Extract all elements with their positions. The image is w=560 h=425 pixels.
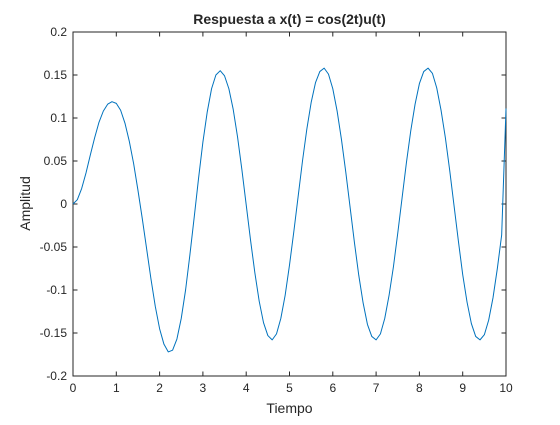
y-tick-label: 0.2 [50, 25, 67, 39]
y-tick-label: -0.2 [46, 369, 67, 383]
x-tick-label: 1 [113, 381, 120, 395]
y-tick-label: -0.15 [40, 326, 68, 340]
x-tick-label: 5 [286, 381, 293, 395]
x-tick-label: 8 [416, 381, 423, 395]
x-axis-label: Tiempo [266, 400, 312, 416]
y-tick-label: -0.1 [46, 283, 67, 297]
x-tick-label: 0 [70, 381, 77, 395]
x-tick-label: 4 [243, 381, 250, 395]
y-axis-label: Amplitud [17, 176, 33, 230]
y-tick-label: 0.1 [50, 111, 67, 125]
x-tick-label: 3 [200, 381, 207, 395]
x-tick-label: 6 [329, 381, 336, 395]
y-tick-label: 0.15 [44, 68, 68, 82]
series-group [72, 67, 507, 353]
y-tick-label: -0.05 [40, 240, 68, 254]
x-tick-label: 10 [499, 381, 513, 395]
x-tick-label: 2 [156, 381, 163, 395]
y-tick-label: 0 [60, 197, 67, 211]
ticks: 0 1 2 3 4 5 6 7 8 9 10 -0.2 -0.15 -0.1 -0.05 0 0.05 0.1 0.… [40, 25, 513, 395]
x-tick-label: 9 [459, 381, 466, 395]
axes [72, 31, 507, 377]
y-tick-label: 0.05 [44, 154, 68, 168]
series-line [72, 67, 507, 353]
chart-title: Respuesta a x(t) = cos(2t)u(t) [193, 11, 386, 27]
x-tick-label: 7 [373, 381, 380, 395]
plot-area [72, 31, 507, 377]
